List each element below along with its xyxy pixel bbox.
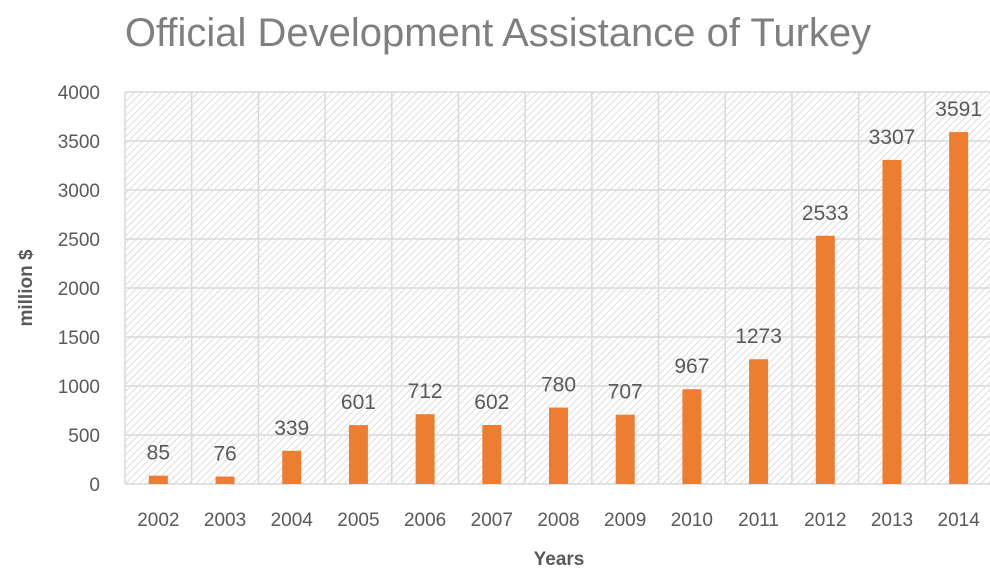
bar [215, 476, 235, 484]
data-label: 602 [474, 391, 509, 414]
y-tick-label: 3500 [58, 132, 100, 153]
data-label: 2533 [802, 202, 849, 225]
y-tick-label: 2500 [58, 230, 100, 251]
bar [815, 235, 835, 484]
x-tick-label: 2010 [671, 510, 713, 531]
bar [682, 389, 702, 484]
x-axis-title: Years [534, 549, 585, 570]
bar [482, 425, 502, 484]
data-labels: 85 76 339 601 712 602 780 707 967 1273 2533 3307 359… [147, 98, 982, 465]
x-tick-label: 2002 [137, 510, 179, 531]
data-label: 780 [541, 374, 576, 397]
y-tick-label: 1000 [58, 377, 100, 398]
x-tick-label: 2008 [537, 510, 579, 531]
data-label: 85 [147, 442, 170, 465]
x-tick-label: 2013 [871, 510, 913, 531]
x-axis-ticks: 2002 2003 2004 2005 2006 2007 2008 2009 2010 2011… [137, 510, 980, 531]
data-label: 339 [274, 417, 309, 440]
x-tick-label: 2009 [604, 510, 646, 531]
data-label: 712 [408, 380, 443, 403]
bar [615, 414, 635, 484]
data-label: 3307 [869, 126, 916, 149]
y-tick-label: 2000 [58, 279, 100, 300]
gridlines [124, 91, 990, 485]
y-tick-label: 3000 [58, 181, 100, 202]
y-tick-label: 500 [68, 426, 100, 447]
data-label: 1273 [735, 325, 782, 348]
data-label: 707 [608, 381, 643, 404]
bar [348, 425, 368, 484]
y-axis-title: million $ [16, 249, 37, 327]
data-label: 76 [213, 443, 236, 466]
x-tick-label: 2006 [404, 510, 446, 531]
x-tick-label: 2005 [337, 510, 379, 531]
chart-title: Official Development Assistance of Turke… [125, 11, 871, 55]
x-tick-label: 2007 [471, 510, 513, 531]
x-tick-label: 2004 [271, 510, 314, 531]
bar [415, 414, 435, 484]
bars [148, 132, 969, 484]
bar [882, 159, 902, 484]
y-tick-label: 4000 [58, 83, 100, 104]
x-tick-label: 2012 [804, 510, 846, 531]
data-label: 3591 [935, 98, 982, 121]
x-tick-label: 2011 [738, 510, 779, 531]
y-axis-ticks: 0 500 1000 1500 2000 2500 3000 3500 4000 [58, 83, 100, 496]
bar [148, 475, 168, 484]
bar [549, 407, 568, 484]
x-tick-label: 2014 [938, 510, 981, 531]
bar [749, 359, 769, 484]
bar [949, 132, 969, 484]
bar [282, 450, 302, 484]
data-label: 601 [341, 391, 376, 414]
y-tick-label: 1500 [58, 328, 100, 349]
data-label: 967 [674, 355, 709, 378]
y-tick-label: 0 [89, 475, 100, 496]
x-tick-label: 2003 [204, 510, 246, 531]
